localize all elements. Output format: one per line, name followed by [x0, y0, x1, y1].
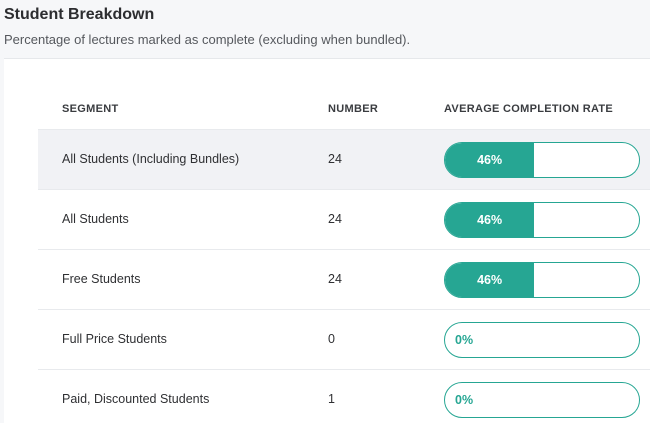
table-row: Free Students 24 46% [38, 249, 650, 309]
completion-rate-bar: 0% [444, 322, 640, 358]
student-breakdown-card: SEGMENT NUMBER AVERAGE COMPLETION RATE A… [4, 58, 650, 423]
completion-rate-fill [445, 263, 535, 297]
page-title: Student Breakdown [4, 6, 155, 23]
completion-rate-bar: 46% [444, 202, 640, 238]
page-subtitle: Percentage of lectures marked as complet… [4, 32, 411, 47]
completion-rate-label: 0% [455, 393, 474, 407]
table-row: Full Price Students 0 0% [38, 309, 650, 369]
table-header: SEGMENT NUMBER AVERAGE COMPLETION RATE [4, 59, 650, 129]
table-row: Paid, Discounted Students 1 0% [38, 369, 650, 423]
column-header-rate: AVERAGE COMPLETION RATE [444, 103, 614, 115]
segment-cell: All Students [62, 212, 129, 226]
segment-cell: Paid, Discounted Students [62, 392, 210, 406]
segment-cell: Full Price Students [62, 332, 167, 346]
completion-rate-label: 46% [477, 213, 503, 227]
completion-rate-fill [445, 143, 535, 177]
completion-rate-label: 46% [477, 153, 503, 167]
segment-cell: All Students (Including Bundles) [62, 152, 240, 166]
number-cell: 1 [328, 392, 335, 406]
number-cell: 24 [328, 152, 342, 166]
column-header-segment: SEGMENT [62, 103, 119, 115]
completion-rate-bar: 46% [444, 262, 640, 298]
completion-rate-bar: 0% [444, 382, 640, 418]
number-cell: 0 [328, 332, 335, 346]
segment-cell: Free Students [62, 272, 141, 286]
completion-rate-label: 0% [455, 333, 474, 347]
number-cell: 24 [328, 272, 342, 286]
number-cell: 24 [328, 212, 342, 226]
completion-rate-bar: 46% [444, 142, 640, 178]
table-row: All Students 24 46% [38, 189, 650, 249]
table-row: All Students (Including Bundles) 24 46% [38, 129, 650, 189]
completion-rate-label: 46% [477, 273, 503, 287]
completion-rate-fill [445, 203, 535, 237]
column-header-number: NUMBER [328, 103, 379, 115]
